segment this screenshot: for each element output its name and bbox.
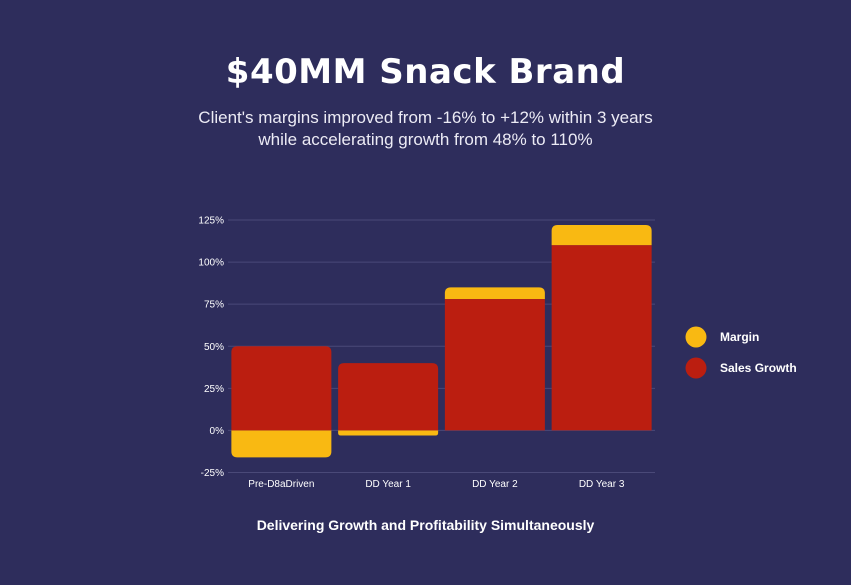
legend: Margin Sales Growth — [685, 326, 797, 379]
subtitle-line-1: Client's margins improved from -16% to +… — [198, 108, 653, 127]
y-tick-label: 50% — [204, 342, 224, 353]
y-tick-label: 0% — [210, 426, 225, 437]
y-tick-label: 125% — [198, 216, 224, 227]
margin-bar — [231, 430, 332, 458]
chart-subtitle: Client's margins improved from -16% to +… — [0, 107, 851, 151]
legend-swatch — [685, 326, 707, 348]
y-tick-label: 100% — [198, 258, 224, 269]
legend-swatch — [685, 357, 707, 379]
x-axis-labels: Pre-D8aDriven DD Year 1 DD Year 2 DD Year 3 — [248, 479, 625, 490]
y-axis-ticks: 125% 100% 75% 50% 25% 0% -25% — [198, 216, 224, 480]
y-tick-label: 75% — [204, 300, 224, 311]
chart-title: $40MM Snack Brand — [225, 52, 626, 92]
x-category-label: DD Year 2 — [472, 479, 518, 490]
chart-caption: Delivering Growth and Profitability Simu… — [256, 517, 595, 533]
margin-bar — [551, 225, 652, 246]
sales-growth-bar — [551, 245, 652, 431]
margin-bar — [338, 430, 439, 436]
legend-label: Sales Growth — [720, 361, 797, 375]
legend-label: Margin — [720, 330, 759, 344]
sales-growth-bar — [444, 299, 545, 431]
x-category-label: Pre-D8aDriven — [248, 479, 314, 490]
sales-growth-bar — [231, 346, 332, 431]
x-category-label: DD Year 3 — [579, 479, 625, 490]
subtitle-line-2: while accelerating growth from 48% to 11… — [258, 130, 593, 149]
x-category-label: DD Year 1 — [365, 479, 411, 490]
bars — [231, 225, 652, 458]
y-tick-label: 25% — [204, 384, 224, 395]
margin-bar — [444, 287, 545, 300]
y-tick-label: -25% — [201, 468, 224, 479]
sales-growth-bar — [338, 363, 439, 431]
